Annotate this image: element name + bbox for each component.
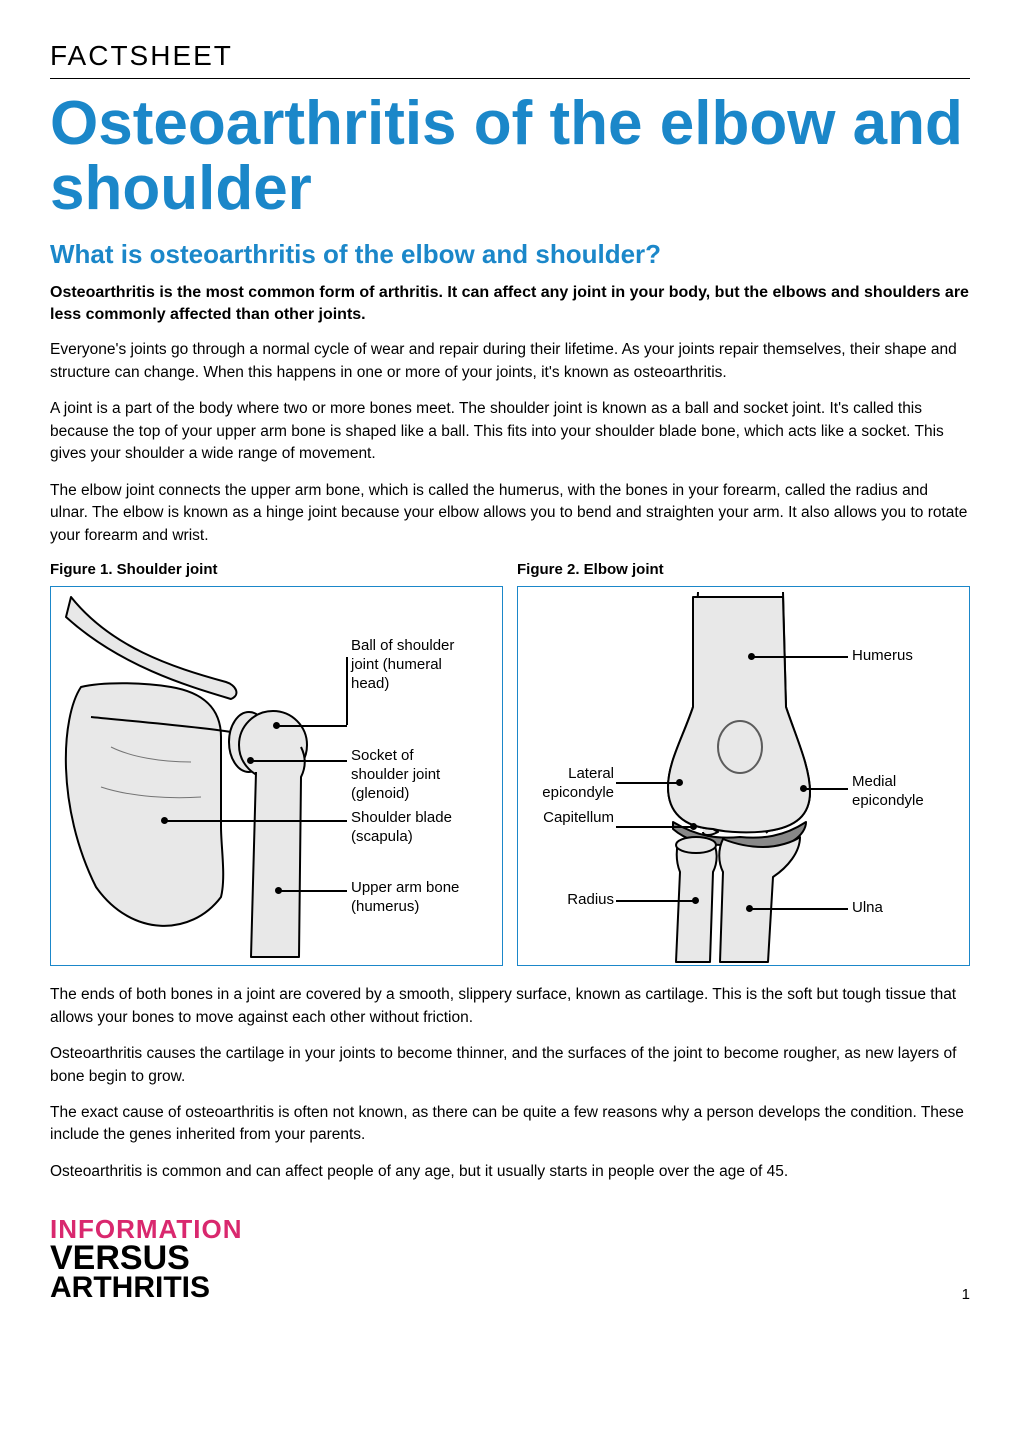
label-lateral: Lateral epicondyle <box>528 765 614 803</box>
body-paragraph-2: A joint is a part of the body where two … <box>50 398 970 465</box>
figure-1-caption: Figure 1. Shoulder joint <box>50 561 503 578</box>
body-paragraph-7: Osteoarthritis is common and can affect … <box>50 1161 970 1183</box>
label-radius: Radius <box>556 891 614 910</box>
lede-paragraph: Osteoarthritis is the most common form o… <box>50 282 970 325</box>
footer-line-2: VERSUS <box>50 1242 243 1274</box>
figure-1-box: Ball of shoulder joint (humeral head) So… <box>50 586 503 966</box>
eyebrow-label: FACTSHEET <box>50 40 970 79</box>
footer-logo: INFORMATION VERSUS ARTHRITIS <box>50 1217 243 1302</box>
body-paragraph-4: The ends of both bones in a joint are co… <box>50 984 970 1029</box>
figure-2-caption: Figure 2. Elbow joint <box>517 561 970 578</box>
label-humerus: Humerus <box>852 647 913 666</box>
label-socket: Socket of shoulder joint (glenoid) <box>351 747 471 803</box>
figure-2-box: Humerus Lateral epicondyle Capitellum Me… <box>517 586 970 966</box>
body-paragraph-1: Everyone's joints go through a normal cy… <box>50 339 970 384</box>
body-paragraph-5: Osteoarthritis causes the cartilage in y… <box>50 1043 970 1088</box>
label-ball: Ball of shoulder joint (humeral head) <box>351 637 471 693</box>
figures-row: Figure 1. Shoulder joint <box>50 561 970 966</box>
label-upper: Upper arm bone (humerus) <box>351 879 471 917</box>
figure-1-column: Figure 1. Shoulder joint <box>50 561 503 966</box>
page-number: 1 <box>962 1286 970 1303</box>
label-blade: Shoulder blade (scapula) <box>351 809 471 847</box>
shoulder-diagram <box>51 587 341 966</box>
body-paragraph-3: The elbow joint connects the upper arm b… <box>50 480 970 547</box>
label-ulna: Ulna <box>852 899 883 918</box>
figure-2-column: Figure 2. Elbow joint <box>517 561 970 966</box>
label-medial: Medial epicondyle <box>852 773 952 811</box>
label-capitellum: Capitellum <box>528 809 614 828</box>
body-paragraph-6: The exact cause of osteoarthritis is oft… <box>50 1102 970 1147</box>
footer-line-3: ARTHRITIS <box>50 1274 243 1303</box>
page-title: Osteoarthritis of the elbow and shoulder <box>50 91 970 221</box>
section-heading: What is osteoarthritis of the elbow and … <box>50 239 970 270</box>
